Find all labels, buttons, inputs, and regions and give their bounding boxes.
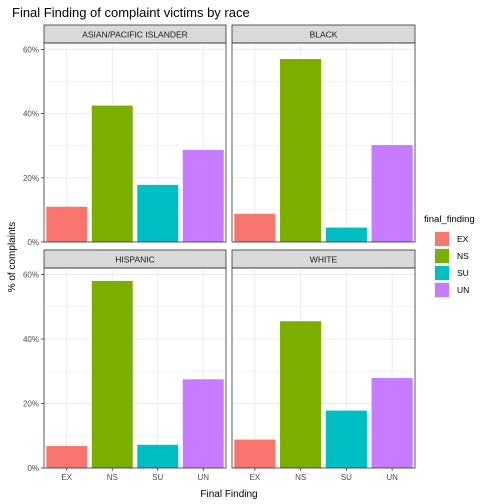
bar-ns [91, 280, 133, 468]
panel-border [231, 267, 416, 469]
legend-label: SU [457, 268, 469, 278]
y-tick-label: 60% [23, 45, 39, 54]
bar-ex [234, 439, 276, 468]
panel-border [231, 42, 416, 243]
panel: BLACK [231, 24, 416, 243]
bar-su [137, 444, 179, 468]
x-tick-label: NS [107, 473, 118, 482]
x-axis-title: Final Finding [200, 489, 257, 500]
legend-item: NS [434, 248, 469, 264]
panels: ASIAN/PACIFIC ISLANDER 0% 20% 40% 60% BLACK HI… [23, 24, 416, 482]
chart-title: Final Finding of complaint victims by ra… [12, 5, 250, 20]
y-tick-label: 0% [27, 238, 39, 247]
x-tick-label: EX [61, 473, 72, 482]
panel-strip-label: ASIAN/PACIFIC ISLANDER [82, 30, 188, 40]
y-tick-label: 40% [23, 335, 39, 344]
y-tick-label: 60% [23, 270, 39, 279]
legend-swatch [435, 266, 449, 280]
panel: ASIAN/PACIFIC ISLANDER 0% 20% 40% 60% [23, 24, 227, 247]
legend-swatch [435, 283, 449, 297]
legend-label: NS [457, 251, 469, 261]
bar-un [182, 149, 224, 242]
bar-ns [280, 59, 322, 242]
legend-swatch [435, 232, 449, 246]
x-tick-label: UN [197, 473, 209, 482]
bar-un [182, 379, 224, 468]
x-tick-label: EX [250, 473, 261, 482]
legend-label: EX [457, 234, 469, 244]
bar-ns [91, 105, 133, 242]
y-tick-label: 20% [23, 174, 39, 183]
panel: WHITE EX NS SU UN [231, 249, 416, 482]
legend-item: EX [434, 231, 469, 247]
bar-ns [280, 321, 322, 468]
bar-ex [46, 446, 88, 468]
bar-su [137, 184, 179, 242]
x-tick-label: NS [295, 473, 306, 482]
y-tick-label: 0% [27, 464, 39, 473]
bar-ex [234, 213, 276, 242]
panel-strip-label: WHITE [310, 255, 338, 265]
legend-item: SU [434, 265, 469, 281]
bar-un [371, 145, 413, 242]
y-tick-label: 40% [23, 110, 39, 119]
bar-su [325, 410, 367, 468]
bar-su [325, 227, 367, 242]
legend-item: UN [434, 282, 469, 298]
legend-label: UN [457, 285, 469, 295]
x-tick-label: UN [386, 473, 398, 482]
panel-border [43, 267, 227, 469]
bar-ex [46, 206, 88, 242]
panel: HISPANIC 0% 20% 40% 60% EX NS SU UN [23, 249, 227, 482]
legend-swatch [435, 249, 449, 263]
panel-strip-label: HISPANIC [115, 255, 155, 265]
panel-strip-label: BLACK [310, 30, 338, 40]
legend: final_finding EX NS SU UN [424, 214, 475, 298]
bar-un [371, 378, 413, 468]
x-tick-label: SU [341, 473, 352, 482]
y-axis-title: % of complaints [7, 222, 18, 293]
x-tick-label: SU [152, 473, 163, 482]
y-tick-label: 20% [23, 399, 39, 408]
legend-title: final_finding [424, 214, 475, 225]
panel-border [43, 42, 227, 243]
